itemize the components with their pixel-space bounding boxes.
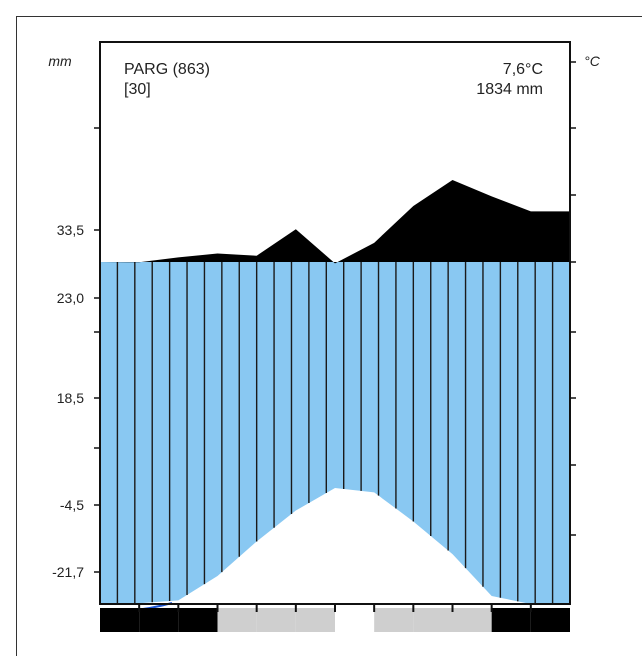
frost-month-12	[530, 608, 570, 632]
precip-surplus-area	[100, 180, 570, 264]
left-tick-label: 23,0	[57, 290, 84, 306]
right-unit-label: °C	[584, 53, 601, 69]
left-tick-label: 18,5	[57, 390, 84, 406]
chart-frame	[16, 16, 642, 656]
annual-precipitation: 1834 mm	[476, 81, 543, 98]
frost-month-6	[295, 608, 335, 632]
humid-area	[100, 262, 570, 604]
left-unit-label: mm	[48, 53, 72, 69]
left-tick-label: -21,7	[52, 564, 84, 580]
frost-month-11	[491, 608, 531, 632]
frost-month-1	[100, 608, 140, 632]
left-tick-label: 33,5	[57, 222, 84, 238]
frost-month-2	[139, 608, 179, 632]
frost-month-4	[217, 608, 257, 632]
frost-month-10	[452, 608, 492, 632]
frost-month-5	[256, 608, 296, 632]
years-label: [30]	[124, 81, 151, 98]
station-name: PARG (863)	[124, 61, 210, 78]
left-tick-label: -4,5	[60, 497, 84, 513]
mean-temperature: 7,6°C	[503, 61, 543, 78]
frost-month-8	[374, 608, 414, 632]
frost-month-7	[335, 608, 375, 632]
frost-month-9	[413, 608, 453, 632]
frost-month-3	[178, 608, 218, 632]
